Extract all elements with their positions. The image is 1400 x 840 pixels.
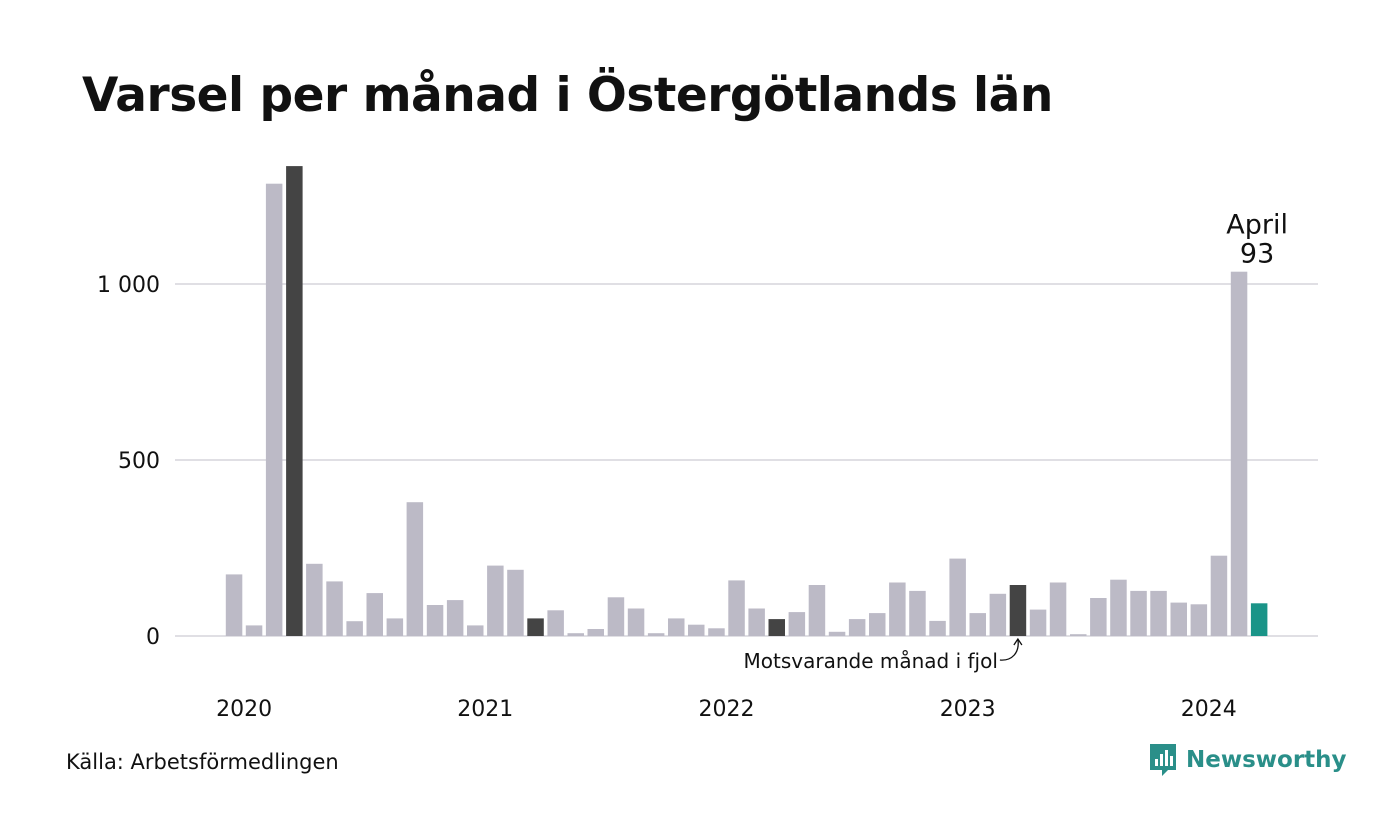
- bar: [245, 625, 263, 636]
- bar: [1029, 609, 1047, 636]
- bar: [708, 628, 725, 636]
- bar: [788, 612, 806, 636]
- bar: [808, 585, 826, 636]
- bar: [587, 629, 604, 636]
- bar: [949, 558, 966, 636]
- bar: [889, 582, 906, 636]
- y-tick-label: 500: [118, 449, 160, 474]
- bar: [1049, 582, 1067, 636]
- bar: [828, 631, 846, 636]
- bar: [225, 574, 243, 636]
- y-tick-label: 1 000: [97, 273, 160, 298]
- bar: [748, 608, 765, 636]
- x-tick-label: 2021: [457, 697, 513, 722]
- bar: [446, 600, 464, 636]
- y-axis: 0 500 1 000: [97, 273, 160, 650]
- current-value-label: 93: [1240, 239, 1274, 270]
- bar: [366, 593, 383, 636]
- newsworthy-icon: [1150, 744, 1176, 776]
- bar: [286, 166, 303, 636]
- previous-year-label: Motsvarande månad i fjol: [744, 649, 998, 673]
- annotations: April 93 Motsvarande månad i fjol: [744, 210, 1288, 673]
- bar: [507, 569, 524, 636]
- bar: [487, 565, 504, 636]
- bar: [1190, 604, 1208, 636]
- bar: [426, 605, 444, 636]
- bar: [1110, 579, 1127, 636]
- bar: [969, 613, 986, 636]
- bar: [1130, 590, 1147, 636]
- bar: [386, 618, 404, 636]
- bar: [1210, 555, 1228, 636]
- bar: [265, 183, 283, 636]
- previous-year-arrow: [999, 638, 1019, 661]
- bar: [306, 563, 323, 636]
- bar: [1250, 603, 1268, 636]
- bar: [728, 580, 745, 636]
- bar: [1090, 598, 1107, 636]
- bar: [768, 619, 785, 636]
- x-tick-label: 2020: [216, 697, 272, 722]
- source-note: Källa: Arbetsförmedlingen: [66, 750, 339, 774]
- bar: [527, 618, 544, 636]
- bar: [346, 621, 363, 636]
- x-axis: 2020 2021 2022 2023 2024: [216, 697, 1237, 722]
- bar: [1170, 602, 1187, 636]
- bar: [607, 597, 625, 636]
- x-tick-label: 2023: [940, 697, 996, 722]
- bar: [929, 620, 946, 636]
- newsworthy-logo: Newsworthy: [1148, 742, 1347, 778]
- bar: [567, 633, 584, 636]
- bar: [326, 581, 343, 636]
- y-tick-label: 0: [146, 625, 160, 650]
- bar: [688, 624, 705, 636]
- bar: [647, 633, 665, 636]
- current-month-label: April: [1226, 210, 1288, 241]
- x-tick-label: 2024: [1181, 697, 1237, 722]
- chart-title: Varsel per månad i Östergötlands län: [82, 68, 1053, 123]
- bar: [627, 608, 645, 636]
- bars: [225, 166, 1268, 636]
- bar: [1009, 585, 1027, 636]
- bar: [547, 610, 564, 636]
- previous-year-arrowhead: [1013, 637, 1023, 646]
- bar: [848, 619, 866, 636]
- brand-name: Newsworthy: [1186, 747, 1347, 773]
- x-tick-label: 2022: [699, 697, 755, 722]
- bar: [989, 593, 1007, 636]
- bar: [869, 613, 886, 636]
- bar: [406, 502, 424, 636]
- bar: [668, 618, 685, 636]
- bar: [1070, 634, 1087, 636]
- bar: [467, 625, 484, 636]
- bar: [1150, 590, 1167, 636]
- gridlines: [175, 283, 1318, 637]
- bar: [1230, 271, 1248, 636]
- bar: [909, 590, 926, 636]
